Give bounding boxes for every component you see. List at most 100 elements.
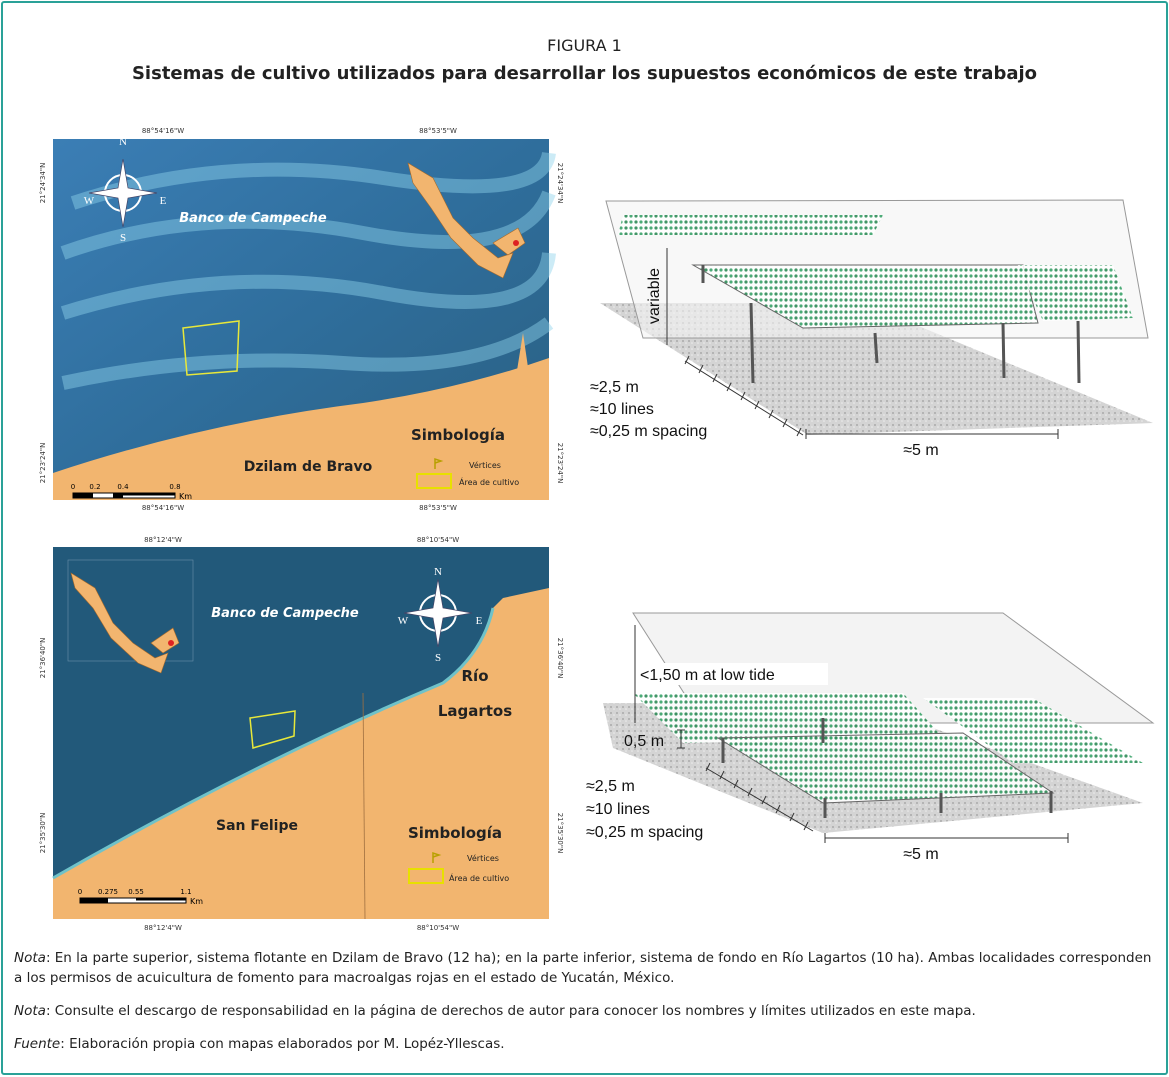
coordinate: 88°12'4"W [144, 924, 182, 932]
coordinate: 21°23'24"N [556, 443, 564, 484]
label-background [638, 663, 828, 685]
line-spacing-marker [705, 762, 814, 832]
bed [633, 693, 943, 743]
scale-tick: 0.275 [98, 888, 118, 896]
place-label: Lagartos [438, 702, 512, 720]
scale-tick: 0 [71, 483, 75, 491]
diagram-bottom: <1,50 m at low tide 0,5 m ≈2,5 m ≈10 lin… [586, 612, 1155, 863]
land [515, 333, 531, 388]
compass [403, 578, 473, 648]
posts [701, 265, 1081, 384]
compass-label: W [84, 195, 95, 207]
legend-swatch [416, 473, 452, 489]
scale-tick: 0 [78, 888, 82, 896]
bed [716, 732, 1055, 804]
compass-label: S [120, 232, 126, 244]
raft [691, 264, 1039, 329]
note-text: : En la parte superior, sistema flotante… [14, 950, 1152, 986]
dimension-label: 0,5 m [624, 733, 664, 750]
coordinate: 88°53'5"W [419, 504, 457, 512]
land [53, 588, 549, 919]
note-text: : Consulte el descargo de responsabilida… [45, 1003, 976, 1019]
dimension-label: ≈2,5 m [590, 379, 639, 396]
coordinate: 88°53'5"W [419, 127, 457, 135]
place-label: Dzilam de Bravo [244, 459, 373, 475]
compass-label: N [119, 136, 127, 148]
coordinate: 21°24'34"N [39, 163, 47, 204]
dimension-line [805, 429, 1059, 439]
coordinate: 88°10'54"W [417, 536, 459, 544]
scale-unit: Km [179, 492, 192, 501]
dimension-line [677, 729, 685, 749]
cultivation-area [249, 710, 296, 749]
map-2: N S E W Banco de Campeche Río Lagartos S… [39, 536, 564, 932]
compass-label: W [398, 615, 409, 627]
figure-title: Sistemas de cultivo utilizados para desa… [131, 63, 1038, 84]
dimension-label: ≈2,5 m [586, 778, 635, 795]
bed [923, 698, 1143, 763]
sea-label: Banco de Campeche [179, 211, 327, 226]
scale-bar [79, 897, 187, 904]
scale-unit: Km [190, 897, 203, 906]
mexico-inset [70, 572, 180, 674]
note-label: Nota [14, 1003, 46, 1019]
boundary [362, 692, 366, 920]
legend-title: Simbología [411, 426, 505, 444]
raft [1018, 265, 1133, 321]
dimension-label: ≈0,25 m spacing [586, 824, 703, 841]
place-label: San Felipe [216, 818, 298, 834]
legend-item: Área de cultivo [449, 872, 509, 883]
raft [618, 215, 883, 235]
scale-tick: 1.1 [180, 888, 191, 896]
diagram-floating: variable ≈2,5 m ≈10 lines ≈0,25 m spacin… [590, 199, 1153, 459]
scale-tick: 0.4 [117, 483, 129, 491]
map-1: N S E W Banco de Campeche Dzilam de Brav… [39, 127, 564, 512]
inset-frame [67, 559, 194, 662]
vertex-icon [432, 851, 442, 863]
coordinate: 88°54'16"W [142, 504, 184, 512]
coordinate: 21°35'30"N [39, 813, 47, 854]
scale-tick: 0.8 [169, 483, 180, 491]
note-label: Nota [14, 950, 46, 966]
land [53, 358, 549, 500]
cultivation-area [182, 320, 240, 376]
scale-tick: 0.55 [128, 888, 144, 896]
coordinate: 88°12'4"W [144, 536, 182, 544]
coordinate: 21°24'34"N [556, 163, 564, 204]
legend-item: Vértices [469, 460, 501, 470]
line-spacing-marker [684, 355, 804, 437]
dimension-line [824, 833, 1069, 843]
dimension-label: ≈5 m [903, 442, 938, 459]
coordinate: 88°54'16"W [142, 127, 184, 135]
dimension-label: ≈10 lines [590, 401, 654, 418]
notes: Nota: En la parte superior, sistema flot… [14, 948, 1159, 1067]
dimension-label: ≈10 lines [586, 801, 650, 818]
posts [721, 718, 1053, 818]
coordinate: 21°36'40"N [556, 638, 564, 679]
note: Nota: Consulte el descargo de responsabi… [14, 1001, 1159, 1021]
dimension-label: ≈0,25 m spacing [590, 423, 707, 440]
dimension-label: ≈5 m [903, 846, 938, 863]
vertex-icon [434, 457, 444, 469]
scale-bar [72, 492, 176, 499]
coordinate: 21°23'24"N [39, 443, 47, 484]
location-marker [513, 240, 519, 246]
note: Nota: En la parte superior, sistema flot… [14, 948, 1159, 988]
compass-label: N [434, 566, 442, 578]
place-label: Río [462, 667, 489, 685]
coordinate: 21°36'40"N [39, 638, 47, 679]
coastline [52, 607, 495, 880]
compass-label: E [160, 195, 167, 207]
waves [60, 151, 556, 390]
mexico-inset [407, 162, 526, 279]
compass-label: E [476, 615, 483, 627]
coordinate: 88°10'54"W [417, 924, 459, 932]
note-label: Fuente [14, 1036, 61, 1052]
legend-title: Simbología [408, 824, 502, 842]
legend-item: Vértices [467, 853, 499, 863]
compass [88, 158, 158, 228]
figure-label: FIGURA 1 [547, 36, 622, 55]
compass-label: S [435, 652, 441, 664]
sea-label: Banco de Campeche [211, 606, 359, 621]
